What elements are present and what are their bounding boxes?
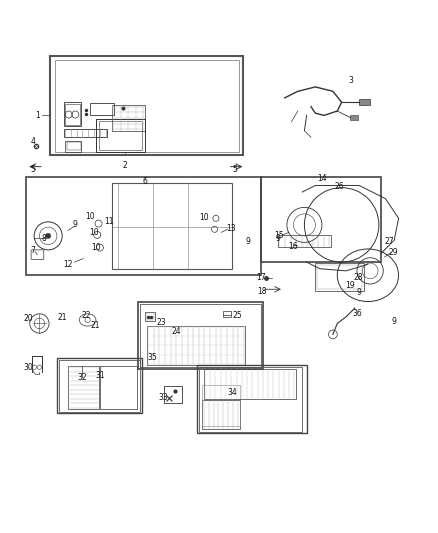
Text: 33: 33 <box>159 392 168 401</box>
Text: 22: 22 <box>82 311 92 320</box>
Text: 10: 10 <box>85 212 95 221</box>
Text: 15: 15 <box>275 231 284 240</box>
Bar <box>359 99 370 106</box>
Bar <box>96 119 145 152</box>
Bar <box>65 141 81 152</box>
Text: 13: 13 <box>226 224 236 233</box>
Bar <box>59 360 140 412</box>
Text: 17: 17 <box>256 273 265 282</box>
Bar <box>57 359 142 413</box>
Bar <box>99 120 142 150</box>
Text: 23: 23 <box>156 318 166 327</box>
Text: 3: 3 <box>348 76 353 85</box>
Text: 11: 11 <box>104 217 113 227</box>
Bar <box>199 367 302 432</box>
Text: 9: 9 <box>276 235 281 244</box>
Text: 5: 5 <box>30 165 35 174</box>
Text: 12: 12 <box>63 260 73 269</box>
Bar <box>164 386 182 403</box>
Text: 10: 10 <box>92 243 101 252</box>
Text: 9: 9 <box>392 317 397 326</box>
Text: 26: 26 <box>335 182 344 191</box>
Text: 19: 19 <box>346 281 355 290</box>
Text: 36: 36 <box>352 309 362 318</box>
Text: 9: 9 <box>245 238 250 246</box>
Bar <box>261 177 381 262</box>
Text: 21: 21 <box>91 321 100 330</box>
Bar <box>202 400 240 429</box>
Bar <box>317 265 362 289</box>
Bar <box>64 102 81 126</box>
Text: 29: 29 <box>389 248 398 257</box>
Bar <box>197 365 307 433</box>
Text: 7: 7 <box>30 246 35 255</box>
Bar <box>55 60 239 152</box>
Text: 1: 1 <box>35 111 39 120</box>
Text: 9: 9 <box>357 288 362 297</box>
Bar <box>140 304 261 367</box>
Bar <box>67 142 81 150</box>
Text: 18: 18 <box>257 287 267 296</box>
Bar <box>65 103 80 125</box>
Bar <box>90 103 114 115</box>
Bar <box>204 369 296 399</box>
Text: 4: 4 <box>30 137 35 146</box>
Bar <box>350 115 358 120</box>
Bar <box>64 130 107 138</box>
Text: 16: 16 <box>288 242 297 251</box>
Text: 27: 27 <box>384 237 394 246</box>
Bar <box>112 183 232 269</box>
Text: 24: 24 <box>172 327 181 336</box>
Text: 9: 9 <box>72 220 77 229</box>
Bar <box>315 263 364 290</box>
Bar <box>26 177 261 275</box>
Text: 25: 25 <box>233 311 242 320</box>
Text: 21: 21 <box>58 313 67 322</box>
Bar <box>223 311 231 317</box>
Bar <box>112 106 145 131</box>
Bar <box>100 366 137 409</box>
Bar <box>50 56 243 155</box>
Bar <box>147 326 245 365</box>
Text: 31: 31 <box>95 370 105 379</box>
Text: 6: 6 <box>142 176 147 185</box>
Text: 28: 28 <box>353 272 363 281</box>
Text: 34: 34 <box>227 388 237 397</box>
Bar <box>138 302 263 369</box>
Text: 20: 20 <box>24 314 33 322</box>
Text: 5: 5 <box>232 165 237 174</box>
Text: 30: 30 <box>24 363 33 372</box>
Bar <box>145 312 155 321</box>
Text: 10: 10 <box>199 213 208 222</box>
Text: 10: 10 <box>89 228 99 237</box>
Bar <box>278 235 331 247</box>
Text: 32: 32 <box>78 373 87 382</box>
Bar <box>202 385 240 426</box>
Circle shape <box>46 233 51 238</box>
Text: 35: 35 <box>148 353 157 362</box>
Bar <box>146 313 154 320</box>
Text: 8: 8 <box>42 233 46 243</box>
Bar <box>68 366 99 409</box>
Text: 14: 14 <box>317 174 327 183</box>
Text: 2: 2 <box>123 161 127 170</box>
